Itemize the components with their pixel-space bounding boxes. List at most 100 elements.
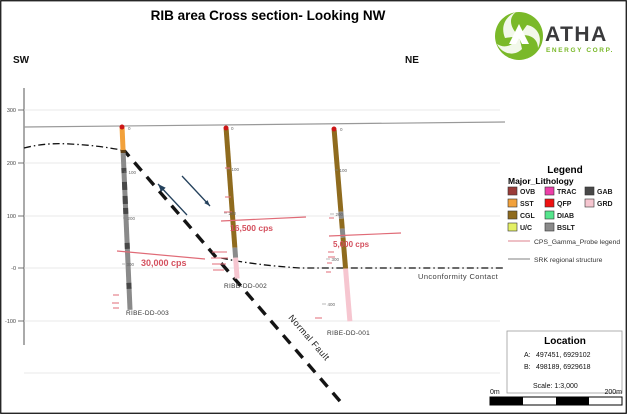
swatch-cgl bbox=[507, 210, 518, 220]
cps-label-5000: 5,000 cps bbox=[333, 240, 370, 249]
logo-a-mark bbox=[509, 24, 529, 44]
swatch-gab bbox=[584, 186, 595, 196]
swatch-bslt bbox=[544, 222, 555, 232]
location-b-value: 498189, 6929618 bbox=[536, 364, 591, 371]
drillhole-002-label: RIBE-DD-002 bbox=[224, 283, 267, 290]
logo-name: ATHA bbox=[545, 23, 608, 46]
drillhole-001-label: RIBE-DD-001 bbox=[327, 330, 370, 337]
scale-bar: 0m 200m bbox=[489, 389, 623, 406]
unconformity-left-segment bbox=[23, 142, 122, 151]
legend-item-label: DIAB bbox=[557, 213, 574, 220]
location-panel: Location A: 497451, 6929102 B: 498189, 6… bbox=[506, 330, 623, 394]
depth-mark: 100 bbox=[232, 167, 240, 172]
depth-mark: 400 bbox=[328, 302, 336, 307]
swatch-qfp bbox=[544, 198, 555, 208]
scale-text: Scale: 1:3,000 bbox=[533, 383, 578, 390]
depth-mark: 200 bbox=[336, 212, 344, 217]
normal-fault-label: Normal Fault bbox=[286, 313, 331, 363]
swatch-grd bbox=[584, 198, 595, 208]
lith-gab-band bbox=[126, 282, 132, 289]
lith-bslt-segment bbox=[232, 247, 239, 258]
scale-bar-segment bbox=[556, 397, 589, 405]
drillhole-ribe-dd-003: 30,000 cps 0 100 200 300 RIBE-DD-003 bbox=[112, 124, 206, 317]
lith-cgl-segment bbox=[340, 237, 349, 269]
page-title: RIB area Cross section- Looking NW bbox=[151, 8, 386, 23]
depth-mark: 100 bbox=[340, 168, 348, 173]
axis-label-100: 100 bbox=[7, 214, 16, 220]
unconformity-right-segment bbox=[220, 257, 505, 269]
up-arrow-head bbox=[158, 184, 166, 192]
logo-swirl-cut-2 bbox=[519, 25, 540, 48]
depth-mark: 0 bbox=[128, 126, 131, 131]
swatch-diab bbox=[544, 210, 555, 220]
compass-sw-label: SW bbox=[13, 55, 30, 66]
legend-item-label: OVB bbox=[520, 189, 535, 196]
logo-subtitle: ENERGY CORP. bbox=[546, 47, 614, 54]
normal-fault-line bbox=[120, 146, 347, 409]
depth-marks-003: 0 100 200 300 bbox=[122, 126, 137, 267]
legend-item-label: SST bbox=[520, 201, 534, 208]
lith-bslt-segment bbox=[338, 211, 344, 219]
lith-bslt-segment bbox=[339, 228, 346, 238]
legend-item-label: U/C bbox=[520, 225, 532, 232]
depth-mark: 200 bbox=[229, 211, 237, 216]
lith-cgl-segment bbox=[338, 218, 345, 229]
gamma-peak-line-5000 bbox=[328, 232, 402, 237]
normal-fault: Normal Fault bbox=[120, 146, 347, 409]
legend-item-label: QFP bbox=[557, 201, 572, 208]
fault-movement-arrows bbox=[157, 175, 211, 216]
gamma-peak-line-16500 bbox=[220, 216, 307, 222]
srk-legend-label: SRK regional structure bbox=[534, 257, 603, 264]
down-arrow-line bbox=[181, 175, 211, 207]
axis-label-0: -0 bbox=[11, 266, 16, 272]
location-title: Location bbox=[544, 336, 586, 347]
unconformity-label: Unconformity Contact bbox=[418, 272, 499, 281]
gamma-spikes-003 bbox=[112, 294, 119, 309]
legend-item-label: GRD bbox=[597, 201, 613, 208]
legend-item-label: BSLT bbox=[557, 225, 575, 232]
depth-mark: 0 bbox=[231, 126, 234, 131]
swatch-ovb bbox=[507, 186, 518, 196]
legend-item-label: TRAC bbox=[557, 189, 576, 196]
cps-label-30000: 30,000 cps bbox=[141, 258, 187, 268]
depth-marks-001: 0 100 200 300 400 bbox=[322, 127, 348, 307]
depth-mark: 200 bbox=[128, 216, 136, 221]
drillhole-003-trace bbox=[119, 127, 133, 310]
depth-mark: 300 bbox=[332, 257, 340, 262]
legend-subtitle: Major_Lithology bbox=[508, 176, 574, 186]
atha-logo-icon bbox=[495, 12, 543, 60]
swatch-trac bbox=[544, 186, 555, 196]
legend-item-label: GAB bbox=[597, 189, 613, 196]
cps-label-16500: 16,500 cps bbox=[230, 223, 273, 233]
srk-regional-structure-line bbox=[23, 121, 506, 128]
gridlines bbox=[24, 109, 500, 374]
compass-ne-label: NE bbox=[405, 55, 419, 66]
drillhole-ribe-dd-001: 5,000 cps 0 100 200 300 400 RIBE-DD-001 bbox=[315, 126, 402, 337]
lith-grd-segment bbox=[343, 268, 353, 322]
elevation-axis: 300 200 100 -0 -100 bbox=[5, 88, 25, 345]
lith-gab-band bbox=[122, 195, 128, 205]
drillhole-003-label: RIBE-DD-003 bbox=[126, 310, 169, 317]
lith-dark-band bbox=[120, 149, 126, 154]
lith-sst-segment bbox=[119, 127, 126, 153]
drillhole-002-trace bbox=[223, 128, 240, 279]
lith-gab-band bbox=[124, 242, 130, 249]
legend-panel: Legend Major_Lithology OVB SST CGL U/C T… bbox=[507, 165, 620, 264]
axis-label-200: 200 bbox=[7, 161, 16, 167]
location-box bbox=[506, 330, 623, 394]
axis-label-300: 300 bbox=[7, 108, 16, 114]
lith-grd-segment bbox=[233, 257, 240, 279]
lith-bslt-segment bbox=[120, 152, 133, 310]
depth-mark: 0 bbox=[340, 127, 343, 132]
lith-cgl-segment bbox=[223, 128, 238, 248]
swatch-sst bbox=[507, 198, 518, 208]
axis-label-m100: -100 bbox=[5, 319, 16, 325]
depth-marks-002: 0 100 200 bbox=[224, 126, 240, 216]
collar-marker bbox=[331, 126, 337, 132]
down-arrow-head bbox=[204, 200, 210, 206]
gamma-spikes-001 bbox=[315, 217, 335, 319]
scale-bar-segment bbox=[490, 397, 523, 405]
